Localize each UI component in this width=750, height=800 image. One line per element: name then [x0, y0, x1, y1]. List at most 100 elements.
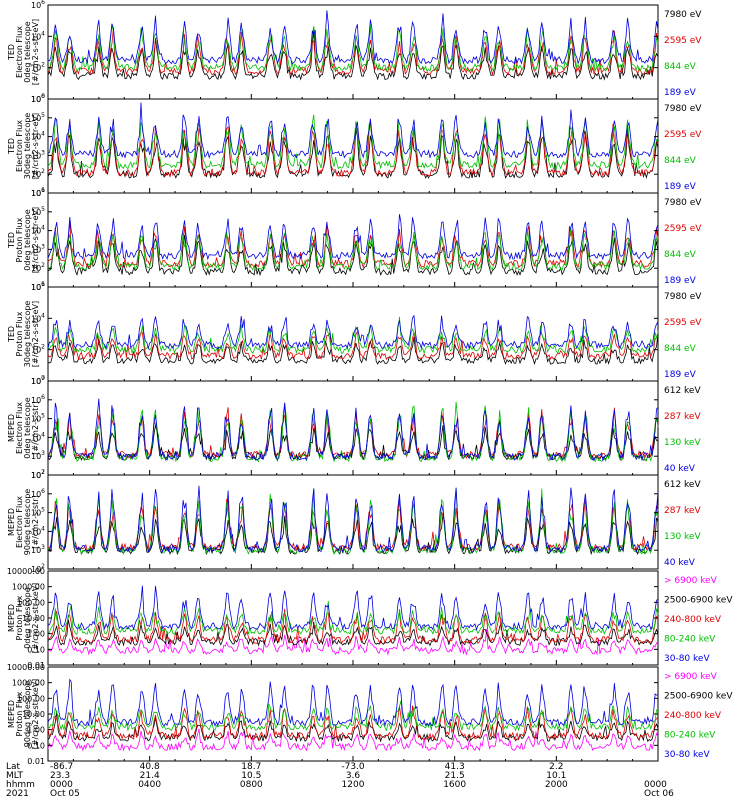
- x-tick-label-lat: -73.0: [341, 762, 365, 772]
- y-tick-label: 104: [31, 431, 45, 442]
- legend-label: 240-800 keV: [664, 615, 722, 625]
- legend-label: > 6900 keV: [664, 576, 718, 586]
- y-tick-label: 102: [31, 62, 45, 73]
- y-tick-label: 0.10: [27, 645, 45, 654]
- series-line-80-240-kev: [47, 600, 659, 636]
- series-line-844-ev: [47, 114, 659, 170]
- legend-label: 612 keV: [664, 386, 701, 396]
- y-axis-label: Proton Flux: [15, 595, 24, 640]
- y-tick-label: 105: [31, 112, 45, 123]
- x-tick-label-date: Oct 06: [644, 789, 674, 799]
- y-tick-label: 106: [31, 187, 45, 198]
- y-tick-label: 103: [31, 544, 45, 555]
- series-line-189-ev: [47, 214, 659, 261]
- y-axis-label: Proton Flux: [15, 691, 24, 736]
- series-line--6900-kev: [47, 629, 659, 656]
- y-axis-label: MEPED: [7, 414, 16, 442]
- y-axis-label: Electron Flux: [15, 402, 24, 454]
- y-axis-label: [#/cm2-s-str-eV]: [31, 207, 40, 273]
- legend-label: 612 keV: [664, 480, 701, 490]
- y-tick-label: 10.00: [22, 710, 45, 719]
- x-tick-label-mlt: 21.5: [445, 771, 465, 781]
- series-line-240-800-kev: [47, 608, 659, 645]
- x-tick-label-mlt: 10.1: [546, 771, 566, 781]
- x-tick-label-lat: 2.2: [549, 762, 563, 772]
- y-axis-label: MEPED: [7, 604, 16, 632]
- y-tick-label: 102: [31, 563, 45, 574]
- series-line-7980-ev: [47, 331, 659, 366]
- y-tick-label: 102: [31, 262, 45, 273]
- x-row-label: Lat: [6, 762, 21, 772]
- y-axis-label: [#/cm2-s-str-eV]: [31, 301, 40, 367]
- legend-label: 2595 eV: [664, 36, 702, 46]
- y-axis-label: TED: [7, 232, 16, 249]
- y-axis-label: 0deg telescope: [23, 587, 32, 648]
- y-tick-label: 100.00: [17, 694, 45, 703]
- y-tick-label: 10000.00: [7, 663, 45, 672]
- series-line-2595-ev: [47, 330, 659, 361]
- x-tick-label-hhmm: 0400: [138, 780, 161, 790]
- x-tick-label-mlt: 10.5: [241, 771, 261, 781]
- y-tick-label: 106: [31, 0, 45, 10]
- legend-label: 287 keV: [664, 506, 701, 516]
- y-tick-label: 103: [31, 243, 45, 254]
- series-line-40-kev: [47, 398, 659, 462]
- legend-label: 844 eV: [664, 250, 697, 260]
- legend-label: 7980 eV: [664, 292, 702, 302]
- series-line-40-kev: [47, 485, 659, 554]
- x-tick-label-hhmm: 2000: [545, 780, 568, 790]
- x-row-label: 2021: [6, 789, 29, 799]
- y-tick-label: 0.10: [27, 741, 45, 750]
- legend-label: 844 eV: [664, 62, 697, 72]
- y-tick-label: 104: [31, 131, 45, 142]
- y-tick-label: 1.00: [27, 630, 45, 639]
- y-axis-label: 0deg telescope: [23, 397, 32, 458]
- legend-label: 189 eV: [664, 370, 697, 380]
- legend-label: 2595 eV: [664, 130, 702, 140]
- x-tick-label-hhmm: 0000: [644, 780, 667, 790]
- y-axis-label: [#/cm2-s-str-eV]: [31, 113, 40, 179]
- y-axis-label: Proton Flux: [15, 217, 24, 262]
- legend-label: 30-80 keV: [664, 750, 710, 760]
- y-axis-label: Electron Flux: [15, 26, 24, 78]
- series-line-2500-6900-kev: [47, 619, 659, 647]
- legend-label: 40 keV: [664, 464, 696, 474]
- x-row-label: hhmm: [6, 780, 35, 790]
- series-line-240-800-kev: [47, 705, 659, 741]
- y-axis-label: 0deg telescope: [23, 21, 32, 82]
- y-tick-label: 101: [31, 187, 45, 198]
- x-tick-label-mlt: 3.6: [346, 771, 361, 781]
- series-line-30-80-kev: [47, 585, 659, 632]
- y-tick-label: 107: [31, 375, 45, 386]
- series-line-844-ev: [47, 227, 659, 272]
- x-tick-label-hhmm: 1600: [443, 780, 466, 790]
- x-tick-label-mlt: 23.3: [50, 771, 70, 781]
- legend-label: 130 keV: [664, 532, 701, 542]
- y-tick-label: 100: [31, 93, 45, 104]
- y-tick-label: 107: [31, 469, 45, 480]
- series-line-30-80-kev: [47, 678, 659, 727]
- y-axis-label: TED: [7, 326, 16, 343]
- x-tick-label-hhmm: 0800: [240, 780, 263, 790]
- series-line-7980-ev: [47, 235, 659, 277]
- y-tick-label: 105: [31, 206, 45, 217]
- y-axis-label: 0deg telescope: [23, 209, 32, 270]
- y-tick-label: 103: [31, 149, 45, 160]
- y-axis-label: [#/cm2-s-str]: [31, 495, 40, 548]
- series-line-189-ev: [47, 102, 659, 159]
- legend-label: 2595 eV: [664, 318, 702, 328]
- legend-label: 7980 eV: [664, 10, 702, 20]
- y-tick-label: 104: [31, 525, 45, 536]
- y-axis-label: [#/cm2-s-str-eV]: [31, 19, 40, 85]
- series-line-844-ev: [47, 24, 659, 73]
- y-axis-label: MEPED: [7, 700, 16, 728]
- y-tick-label: 104: [31, 30, 45, 41]
- y-tick-label: 102: [31, 344, 45, 355]
- y-tick-label: 106: [31, 394, 45, 405]
- y-axis-label: Electron Flux: [15, 496, 24, 548]
- legend-label: 2595 eV: [664, 224, 702, 234]
- x-tick-label-lat: -86.7: [50, 762, 73, 772]
- legend-label: 844 eV: [664, 344, 697, 354]
- legend-label: 80-240 keV: [664, 635, 716, 645]
